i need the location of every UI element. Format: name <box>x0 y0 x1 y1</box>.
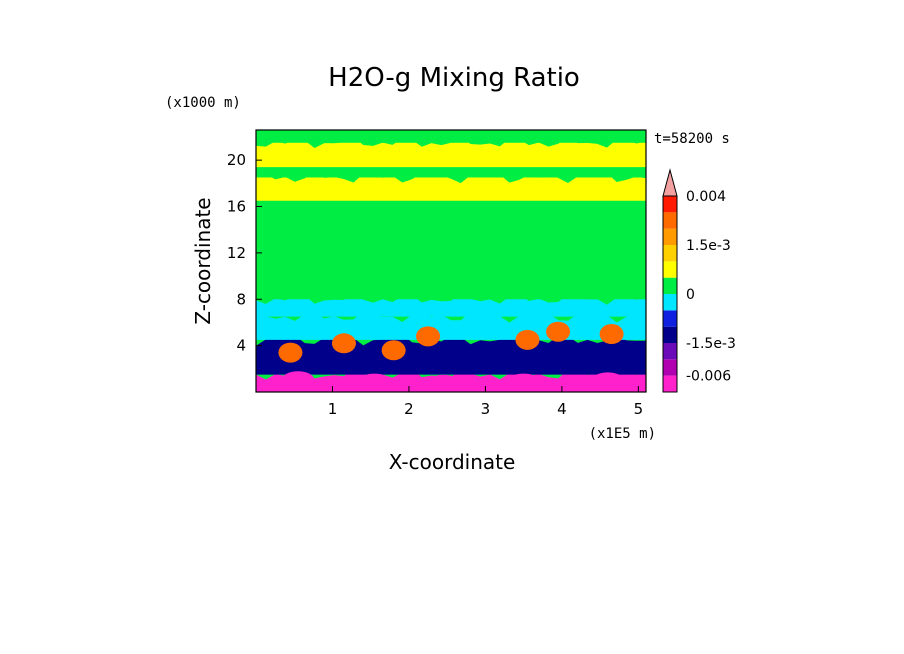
field-feature <box>507 373 540 390</box>
field-feature <box>591 372 624 389</box>
x-tick-label: 4 <box>557 400 567 418</box>
colorbar-segment <box>663 343 677 360</box>
field-feature <box>546 321 571 342</box>
x-axis-label: X-coordinate <box>389 450 516 474</box>
colorbar-segment <box>663 228 677 245</box>
y-tick-label: 16 <box>227 198 246 216</box>
x-unit-label: (x1E5 m) <box>589 426 656 442</box>
colorbar-segment <box>663 277 677 294</box>
x-tick-label: 5 <box>634 400 644 418</box>
colorbar-tick-label: 0 <box>686 287 695 303</box>
x-tick-label: 3 <box>481 400 491 418</box>
y-axis-ticks: 4 8 12 16 20 <box>227 151 262 355</box>
field-feature <box>599 324 624 345</box>
colorbar: 0.004 1.5e-3 0 -1.5e-3 -0.006 <box>662 168 736 393</box>
colorbar-segment <box>663 261 677 278</box>
y-axis-label: Z-coordinate <box>191 197 215 324</box>
field-feature <box>381 340 406 361</box>
plot-area <box>256 130 646 392</box>
y-tick-label: 4 <box>236 337 246 355</box>
colorbar-segment <box>663 212 677 229</box>
colorbar-segment <box>663 245 677 262</box>
y-unit-label: (x1000 m) <box>165 95 241 111</box>
colorbar-extend-max <box>662 168 678 197</box>
colorbar-segment <box>663 196 677 213</box>
field-feature <box>282 371 315 388</box>
plot-frame <box>255 129 647 393</box>
colorbar-segment <box>663 310 677 327</box>
field-band <box>256 130 646 143</box>
chart-title: H2O-g Mixing Ratio <box>328 63 580 93</box>
colorbar-segment <box>663 294 677 311</box>
field-band <box>256 172 646 201</box>
x-tick-label: 1 <box>328 400 338 418</box>
field-band <box>256 136 646 168</box>
colorbar-tick-label: 1.5e-3 <box>686 238 731 254</box>
field-feature <box>331 333 356 354</box>
field-feature <box>515 329 540 350</box>
colorbar-segment <box>663 326 677 343</box>
time-label: t=58200 s <box>654 131 730 147</box>
y-tick-label: 20 <box>227 151 246 169</box>
colorbar-segment <box>663 359 677 376</box>
colorbar-frame <box>662 195 678 393</box>
field-band <box>256 195 646 300</box>
colorbar-tick-label: -1.5e-3 <box>686 336 736 352</box>
y-tick-label: 8 <box>236 290 246 308</box>
field-feature <box>427 374 460 391</box>
x-axis-ticks: 1 2 3 4 5 <box>328 386 643 418</box>
colorbar-tick-label: 0.004 <box>686 189 726 205</box>
x-tick-label: 2 <box>404 400 414 418</box>
colorbar-tick-label: -0.006 <box>686 369 731 385</box>
colorbar-segment <box>663 375 677 392</box>
y-tick-label: 12 <box>227 244 246 262</box>
field-feature <box>416 326 441 347</box>
field-feature <box>278 342 303 363</box>
field-feature <box>358 373 391 390</box>
